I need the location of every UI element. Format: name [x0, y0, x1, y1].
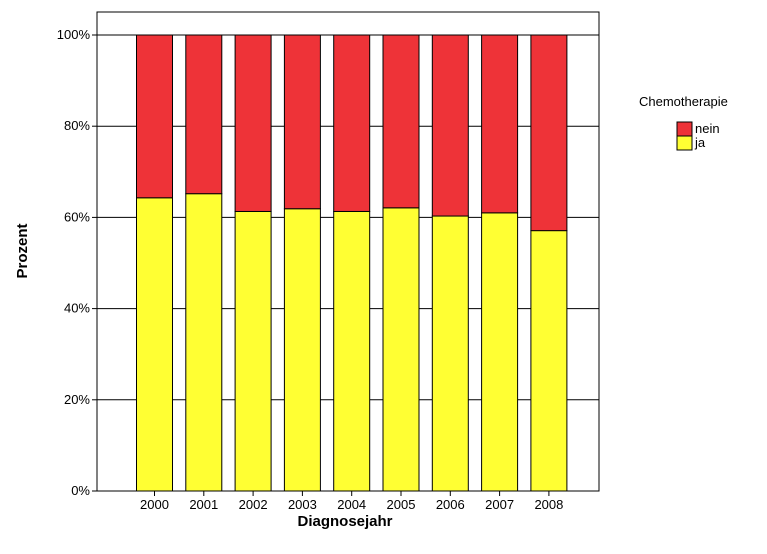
x-tick-label: 2008	[534, 497, 563, 512]
x-axis-title: Diagnosejahr	[297, 513, 392, 530]
legend-swatch-nein	[676, 121, 693, 137]
bar-segment-nein-2004	[333, 34, 371, 212]
bar-segment-ja-2005	[382, 207, 420, 492]
y-tick-label: 100%	[57, 27, 91, 42]
x-tick-label: 2005	[387, 497, 416, 512]
bar-segment-nein-2007	[481, 34, 519, 214]
y-tick-label: 80%	[64, 118, 90, 133]
x-tick-label: 2000	[140, 497, 169, 512]
y-tick-label: 0%	[71, 483, 90, 498]
y-axis: 0% 20% 40% 60% 80% 100%	[57, 27, 97, 498]
x-tick-label: 2004	[337, 497, 366, 512]
bar-segment-nein-2001	[185, 34, 223, 195]
bar-segment-ja-2004	[333, 210, 371, 492]
y-tick-label: 60%	[64, 209, 90, 224]
bar-segment-ja-2008	[530, 230, 568, 492]
bar-segment-ja-2001	[185, 193, 223, 492]
bars	[136, 34, 568, 492]
legend-label-nein: nein	[695, 121, 720, 136]
bar-segment-ja-2000	[136, 197, 173, 492]
y-axis-title: Prozent	[14, 223, 31, 278]
bar-segment-nein-2000	[136, 34, 173, 199]
x-tick-label: 2003	[288, 497, 317, 512]
bar-segment-ja-2003	[283, 208, 321, 492]
x-tick-label: 2001	[189, 497, 218, 512]
x-tick-label: 2007	[485, 497, 514, 512]
bar-segment-nein-2005	[382, 34, 420, 209]
legend-swatch-ja	[676, 135, 693, 151]
bar-segment-nein-2002	[234, 34, 272, 212]
x-tick-label: 2002	[239, 497, 268, 512]
bar-segment-ja-2006	[431, 215, 469, 492]
bar-segment-nein-2008	[530, 34, 568, 232]
bar-segment-nein-2006	[431, 34, 469, 217]
bar-segment-ja-2002	[234, 210, 272, 492]
y-tick-label: 40%	[64, 301, 90, 316]
x-axis: 2000 2001 2002 2003 2004 2005 2006 2007 2008	[140, 491, 563, 512]
bar-segment-ja-2007	[481, 212, 519, 492]
legend-label-ja: ja	[694, 135, 706, 150]
x-tick-label: 2006	[436, 497, 465, 512]
bar-segment-nein-2003	[283, 34, 321, 210]
legend-title: Chemotherapie	[639, 94, 728, 109]
y-tick-label: 20%	[64, 392, 90, 407]
